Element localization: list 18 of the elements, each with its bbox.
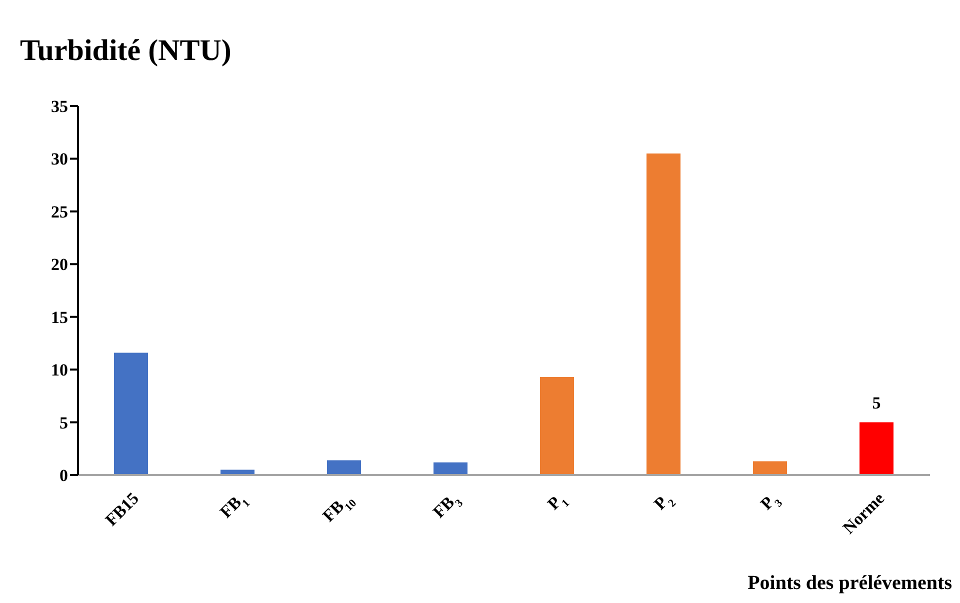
data-label: 5 [872,393,881,412]
y-tick-label: 35 [51,97,68,116]
bar [646,153,680,475]
y-tick-label: 30 [51,150,68,169]
y-tick-label: 5 [60,413,68,432]
y-tick-label: 25 [51,202,68,222]
bar [753,461,787,475]
bar [860,422,894,475]
bar [540,376,574,475]
bar [327,460,361,475]
x-axis-title: Points des prélévements [748,572,952,595]
y-tick-label: 20 [51,255,68,274]
bar [434,462,468,475]
bar [114,352,148,475]
y-tick-label: 0 [60,466,68,486]
chart-title: Turbidité (NTU) [20,34,232,68]
y-tick-label: 10 [51,360,68,380]
y-tick-label: 15 [51,308,68,327]
